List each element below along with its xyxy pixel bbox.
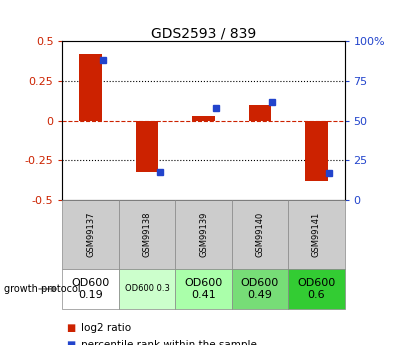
Text: GSM99140: GSM99140 bbox=[256, 212, 264, 257]
Text: OD600
0.19: OD600 0.19 bbox=[72, 278, 110, 300]
Text: ■: ■ bbox=[66, 340, 76, 345]
Bar bbox=[136, 121, 158, 171]
Text: GSM99138: GSM99138 bbox=[143, 212, 152, 257]
Bar bbox=[79, 54, 102, 121]
Bar bbox=[249, 105, 271, 121]
Text: OD600 0.3: OD600 0.3 bbox=[125, 284, 170, 294]
Text: OD600
0.41: OD600 0.41 bbox=[185, 278, 222, 300]
Text: log2 ratio: log2 ratio bbox=[81, 323, 131, 333]
Text: growth protocol: growth protocol bbox=[4, 284, 81, 294]
Text: ■: ■ bbox=[66, 323, 76, 333]
Text: OD600
0.6: OD600 0.6 bbox=[297, 278, 335, 300]
Text: percentile rank within the sample: percentile rank within the sample bbox=[81, 340, 256, 345]
Bar bbox=[192, 116, 215, 121]
Text: GSM99141: GSM99141 bbox=[312, 212, 321, 257]
Text: OD600
0.49: OD600 0.49 bbox=[241, 278, 279, 300]
Text: GSM99139: GSM99139 bbox=[199, 212, 208, 257]
Bar bbox=[305, 121, 328, 181]
Text: GSM99137: GSM99137 bbox=[86, 212, 95, 257]
Title: GDS2593 / 839: GDS2593 / 839 bbox=[151, 26, 256, 40]
